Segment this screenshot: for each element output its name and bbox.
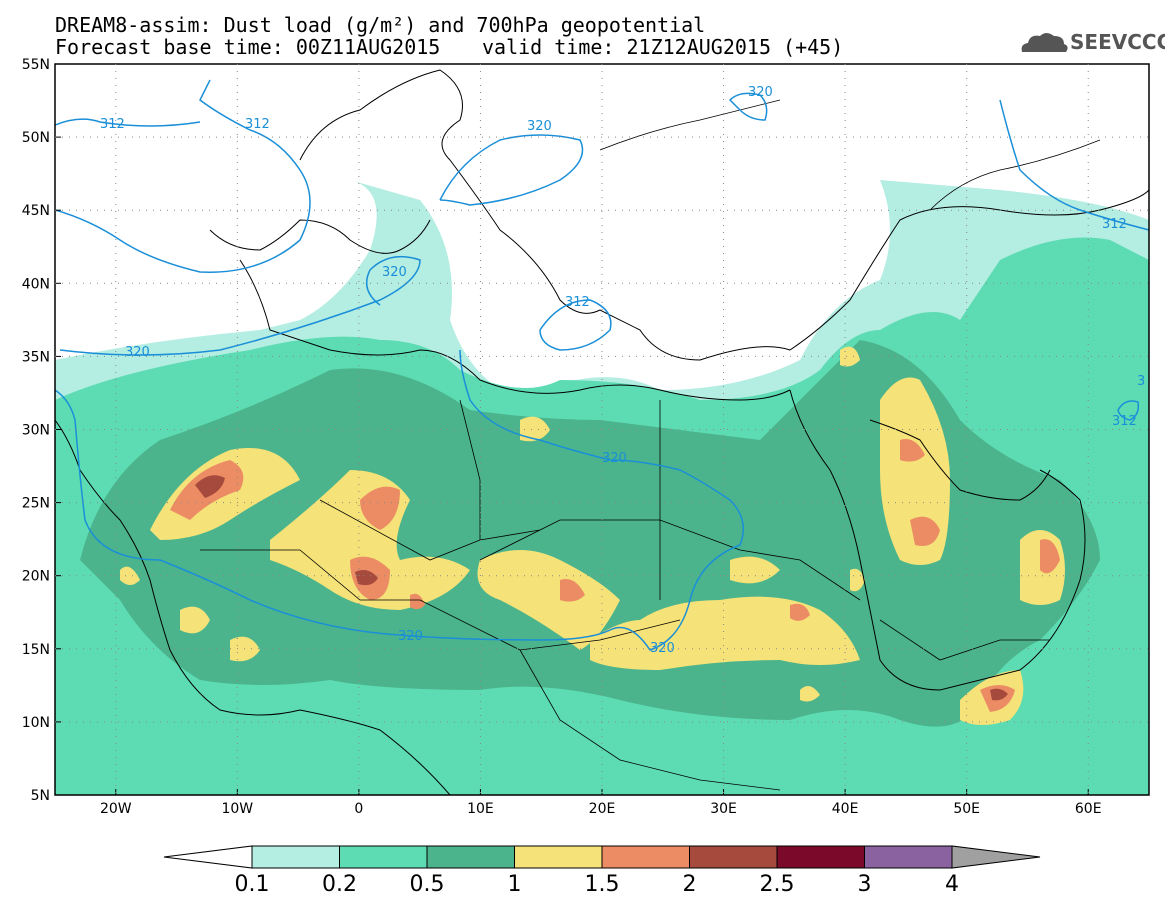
forecast-base-time: Forecast base time: 00Z11AUG2015	[55, 35, 441, 59]
colorbar-label: 1.5	[584, 872, 620, 897]
gridlines	[55, 64, 1149, 795]
map-title: DREAM8-assim: Dust load (g/m²) and 700hP…	[55, 13, 706, 37]
lat-tick-label: 40N	[22, 276, 50, 292]
colorbar-swatch	[776, 845, 865, 869]
colorbar-label: 0.5	[409, 872, 445, 897]
dust-fields	[55, 69, 1149, 795]
contour-label: 312	[1112, 414, 1137, 429]
contour-labels: 312 312 320 320 312 320 320 320 320 320 …	[100, 85, 1145, 656]
seevccc-logo-text: SEEVCCC	[1070, 30, 1165, 54]
dust-band-1-5	[170, 439, 1060, 712]
lat-tick-label: 10N	[22, 715, 50, 731]
colorbar-label: 3	[857, 872, 872, 897]
lat-tick-label: 15N	[22, 642, 50, 658]
contour-label: 320	[382, 265, 407, 280]
lon-tick-label: 20W	[100, 801, 132, 817]
contour-label: 320	[602, 451, 627, 466]
colorbar-label: 1	[507, 872, 522, 897]
lat-tick-label: 35N	[22, 349, 50, 365]
colorbar-lower-triangle	[163, 845, 253, 869]
contour-label: 312	[100, 117, 125, 132]
contour-label: 320	[650, 641, 675, 656]
lon-tick-label: 60E	[1075, 801, 1102, 817]
contour-label: 312	[245, 117, 270, 132]
colorbar	[163, 845, 1041, 869]
colorbar-label: 2	[682, 872, 697, 897]
coastlines	[55, 69, 1149, 795]
lat-tick-label: 55N	[22, 57, 50, 73]
colorbar-label: 2.5	[759, 872, 795, 897]
colorbar-label: 4	[945, 872, 959, 897]
contour-label: 3	[1137, 374, 1145, 389]
dust-band-0-5	[80, 340, 1100, 727]
colorbar-swatch	[339, 845, 428, 869]
contour-label: 320	[398, 629, 423, 644]
contour-label: 320	[125, 345, 150, 360]
latitude-axis: 55N 50N 45N 40N 35N 30N 25N 20N 15N 10N 5N	[22, 57, 61, 804]
lon-tick-label: 50E	[953, 801, 980, 817]
contour-label: 312	[1102, 217, 1127, 232]
lon-tick-label: 10W	[221, 801, 253, 817]
lat-tick-label: 5N	[31, 788, 50, 804]
contour-label: 312	[565, 295, 590, 310]
colorbar-label: 0.2	[322, 872, 357, 897]
contour-label: 320	[527, 119, 552, 134]
lat-tick-label: 30N	[22, 423, 50, 439]
lon-tick-label: 30E	[710, 801, 737, 817]
contour-label: 320	[748, 85, 773, 100]
geopotential-contours	[55, 79, 1149, 651]
cloud-logo-icon	[1021, 33, 1068, 52]
lon-tick-label: 10E	[467, 801, 494, 817]
lat-tick-label: 20N	[22, 569, 50, 585]
colorbar-swatch	[251, 845, 340, 869]
dust-band-2	[195, 475, 1008, 701]
lat-tick-label: 45N	[22, 203, 50, 219]
colorbar-swatch	[864, 845, 953, 869]
colorbar-swatch	[601, 845, 690, 869]
lat-tick-label: 50N	[22, 130, 50, 146]
colorbar-swatch	[514, 845, 603, 869]
lat-tick-label: 25N	[22, 496, 50, 512]
valid-time: valid time: 21Z12AUG2015 (+45)	[482, 35, 844, 59]
colorbar-upper-triangle	[951, 845, 1041, 869]
lon-tick-label: 0	[354, 801, 363, 817]
colorbar-swatch	[426, 845, 515, 869]
lon-tick-label: 40E	[832, 801, 859, 817]
lon-tick-label: 20E	[589, 801, 616, 817]
colorbar-label: 0.1	[234, 872, 270, 897]
colorbar-swatch	[689, 845, 778, 869]
